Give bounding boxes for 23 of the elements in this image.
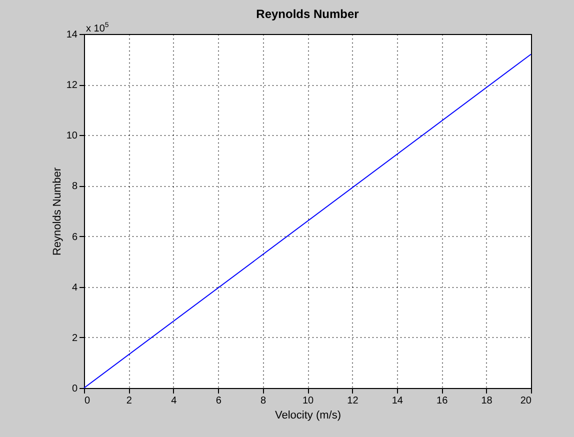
y-tick-label: 2 bbox=[72, 332, 78, 344]
x-tick-label: 18 bbox=[481, 396, 493, 406]
x-tick-label: 6 bbox=[216, 396, 222, 406]
x-tick-label: 16 bbox=[436, 396, 448, 406]
x-tick-label: 0 bbox=[84, 396, 90, 406]
y-tick-label: 0 bbox=[72, 384, 78, 394]
text: x 10$^{5}$ bbox=[86, 22, 109, 34]
x-tick-label: 14 bbox=[392, 396, 404, 406]
x-tick-label: 12 bbox=[347, 396, 359, 406]
x-tick-label: 20 bbox=[520, 396, 532, 406]
y-tick-label: 6 bbox=[72, 232, 78, 243]
y-tick-label: 14 bbox=[66, 30, 78, 40]
y-tick-label: 10 bbox=[66, 130, 78, 142]
x-axis-title: Velocity (m/s) bbox=[274, 410, 342, 422]
y-tick-label: 8 bbox=[72, 181, 78, 192]
y-axis-title: Reynolds Number bbox=[51, 167, 64, 256]
chart-title: Reynolds Number bbox=[256, 7, 360, 21]
x-tick-label: 10 bbox=[302, 396, 314, 406]
x-tick-label: 8 bbox=[260, 396, 267, 406]
y-tick-label: 12 bbox=[66, 80, 78, 92]
y-tick-label: 4 bbox=[72, 282, 78, 294]
x-tick-label: 4 bbox=[171, 396, 178, 406]
x-tick-label: 2 bbox=[126, 396, 132, 406]
